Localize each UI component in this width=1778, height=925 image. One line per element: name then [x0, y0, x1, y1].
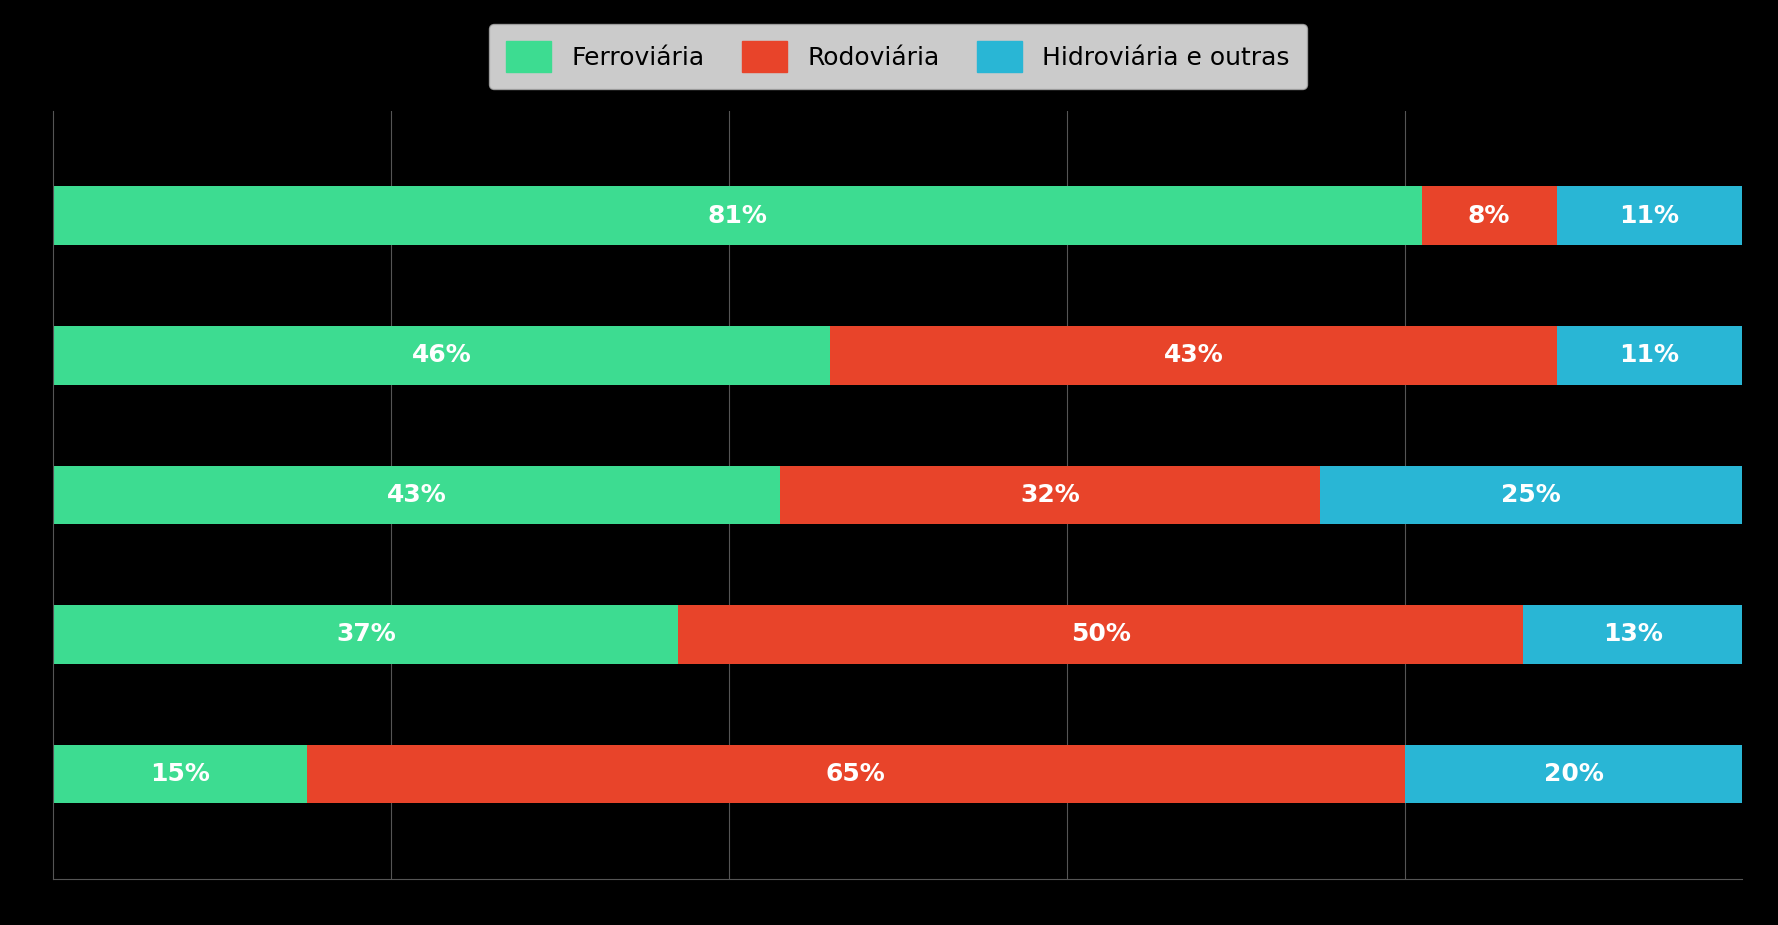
Bar [53, 186, 1422, 245]
Bar [53, 605, 679, 664]
Bar [1319, 465, 1742, 524]
Text: 81%: 81% [708, 204, 768, 228]
Bar [679, 605, 1524, 664]
Text: 11%: 11% [1620, 343, 1680, 367]
Bar [1422, 186, 1558, 245]
Text: 46%: 46% [412, 343, 471, 367]
Bar [781, 465, 1321, 524]
Bar [830, 326, 1558, 385]
Bar [53, 465, 781, 524]
Text: 11%: 11% [1620, 204, 1680, 228]
Text: 32%: 32% [1021, 483, 1079, 507]
Bar [1558, 186, 1742, 245]
Bar [53, 745, 308, 804]
Text: 43%: 43% [1163, 343, 1223, 367]
Bar [1405, 745, 1742, 804]
Text: 65%: 65% [825, 762, 885, 786]
Legend: Ferroviária, Rodoviária, Hidroviária e outras: Ferroviária, Rodoviária, Hidroviária e o… [489, 24, 1307, 89]
Bar [53, 326, 830, 385]
Text: 25%: 25% [1501, 483, 1561, 507]
Bar [1558, 326, 1742, 385]
Text: 20%: 20% [1543, 762, 1604, 786]
Text: 37%: 37% [336, 623, 396, 647]
Text: 8%: 8% [1469, 204, 1510, 228]
Bar [308, 745, 1405, 804]
Text: 13%: 13% [1602, 623, 1662, 647]
Text: 43%: 43% [386, 483, 446, 507]
Text: 15%: 15% [149, 762, 210, 786]
Bar [1522, 605, 1742, 664]
Text: 50%: 50% [1070, 623, 1131, 647]
